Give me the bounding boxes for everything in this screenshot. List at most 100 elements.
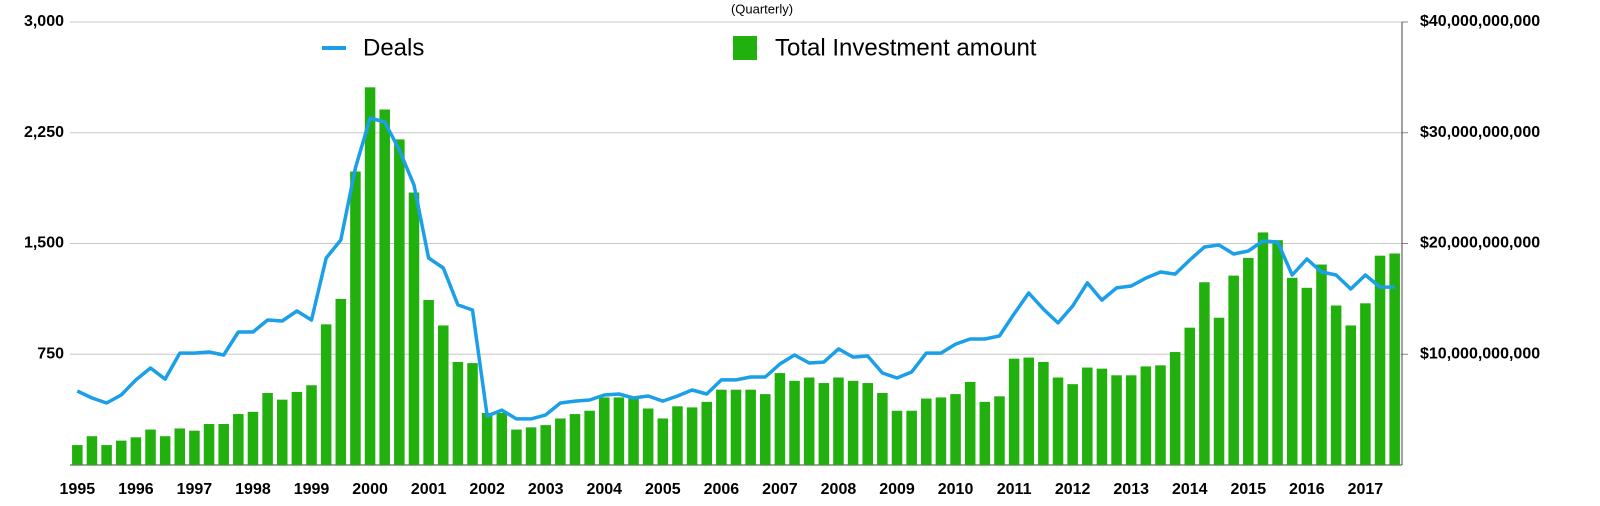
bar bbox=[657, 418, 669, 465]
bar bbox=[276, 399, 288, 465]
bar bbox=[584, 410, 595, 465]
bar bbox=[1052, 377, 1064, 465]
bar bbox=[262, 393, 273, 465]
bar bbox=[1301, 287, 1313, 465]
bar bbox=[1038, 362, 1049, 465]
y2-tick-label: $20,000,000,000 bbox=[1420, 235, 1540, 252]
x-tick-label: 2013 bbox=[1113, 481, 1149, 498]
bar bbox=[423, 299, 434, 465]
bar bbox=[130, 437, 142, 465]
bar bbox=[1008, 358, 1020, 465]
x-tick-label: 2002 bbox=[469, 481, 505, 498]
bar bbox=[628, 398, 639, 465]
bar bbox=[716, 389, 727, 465]
bar bbox=[1155, 365, 1166, 465]
line bbox=[76, 116, 1395, 421]
bar bbox=[306, 385, 317, 465]
bar bbox=[921, 398, 932, 465]
bar bbox=[642, 408, 654, 465]
bar bbox=[760, 394, 771, 465]
bar bbox=[979, 401, 991, 465]
bar bbox=[1169, 352, 1181, 465]
bar bbox=[174, 428, 186, 465]
bar bbox=[1345, 325, 1357, 465]
x-tick-label: 2005 bbox=[645, 481, 681, 498]
bar bbox=[701, 401, 712, 465]
y-tick-label: 1,500 bbox=[24, 235, 64, 252]
bar bbox=[320, 324, 332, 465]
bar bbox=[1199, 282, 1210, 465]
bar bbox=[467, 363, 478, 465]
bar bbox=[525, 427, 537, 465]
bar bbox=[877, 393, 888, 465]
bar bbox=[1389, 253, 1400, 465]
x-tick-label: 2009 bbox=[879, 481, 915, 498]
x-tick-label: 2014 bbox=[1172, 481, 1208, 498]
bar bbox=[1184, 327, 1196, 465]
x-tick-label: 2016 bbox=[1289, 481, 1325, 498]
bar bbox=[789, 380, 800, 465]
x-tick-label: 2007 bbox=[762, 481, 798, 498]
bar bbox=[569, 414, 581, 465]
bar bbox=[1360, 303, 1371, 465]
bar bbox=[189, 430, 200, 465]
bar bbox=[452, 362, 464, 465]
bar bbox=[394, 139, 405, 465]
bar bbox=[1228, 275, 1239, 465]
x-tick-label: 2012 bbox=[1055, 481, 1091, 498]
x-tick-label: 2015 bbox=[1231, 481, 1267, 498]
bar bbox=[994, 396, 1005, 465]
bar bbox=[935, 397, 947, 465]
bar bbox=[1316, 264, 1327, 465]
bar bbox=[1096, 368, 1108, 465]
bar bbox=[335, 298, 347, 465]
bar bbox=[511, 429, 522, 465]
x-tick-label: 2017 bbox=[1348, 481, 1384, 498]
bar bbox=[408, 192, 420, 465]
bar bbox=[1140, 366, 1152, 465]
bar bbox=[115, 440, 127, 465]
bar bbox=[672, 406, 683, 465]
bar bbox=[598, 397, 610, 465]
bar bbox=[964, 381, 976, 465]
y-tick-label: 3,000 bbox=[24, 13, 64, 30]
y2-tick-label: $40,000,000,000 bbox=[1420, 13, 1540, 30]
bar bbox=[247, 411, 259, 465]
bar bbox=[496, 412, 508, 465]
bar bbox=[1125, 375, 1137, 465]
bar bbox=[159, 436, 171, 465]
bar bbox=[730, 389, 742, 465]
bar bbox=[818, 383, 830, 465]
bar bbox=[1374, 255, 1386, 465]
bar bbox=[686, 407, 698, 465]
y-tick-label: 2,250 bbox=[24, 124, 64, 141]
x-tick-label: 1998 bbox=[235, 481, 271, 498]
x-tick-label: 2001 bbox=[411, 481, 447, 498]
bar bbox=[1257, 232, 1269, 465]
legend-swatch bbox=[733, 36, 757, 60]
y2-tick-label: $30,000,000,000 bbox=[1420, 124, 1540, 141]
bar bbox=[233, 414, 244, 465]
x-tick-label: 2011 bbox=[997, 481, 1032, 498]
bar bbox=[540, 425, 551, 465]
bar bbox=[379, 109, 390, 466]
x-tick-label: 2004 bbox=[586, 481, 622, 498]
bar bbox=[906, 410, 917, 465]
x-tick-label: 1999 bbox=[294, 481, 330, 498]
x-tick-label: 1997 bbox=[177, 481, 213, 498]
bar bbox=[145, 429, 156, 465]
bar bbox=[1067, 384, 1078, 465]
bar bbox=[1272, 240, 1283, 465]
x-tick-label: 2008 bbox=[821, 481, 857, 498]
bar bbox=[774, 373, 786, 465]
bar bbox=[1330, 305, 1342, 465]
bar bbox=[745, 389, 756, 465]
x-tick-label: 2006 bbox=[704, 481, 740, 498]
x-tick-label: 2010 bbox=[938, 481, 974, 498]
bar bbox=[437, 325, 449, 465]
bar bbox=[350, 171, 361, 465]
bar bbox=[862, 383, 874, 465]
bar bbox=[1243, 257, 1254, 465]
bar bbox=[803, 377, 815, 465]
